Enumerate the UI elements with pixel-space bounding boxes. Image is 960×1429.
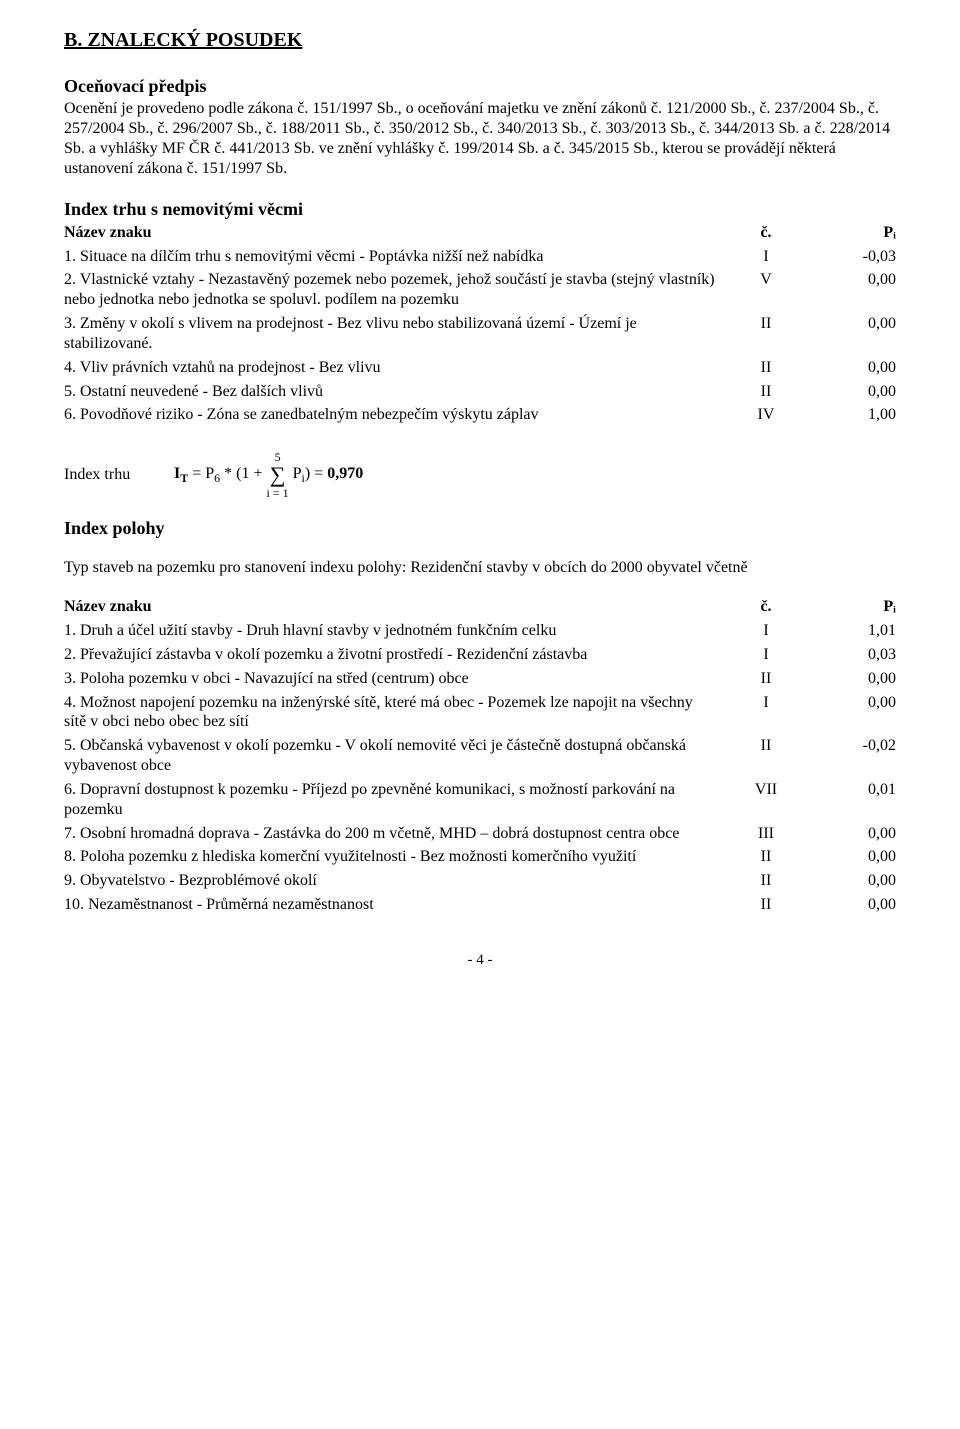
row-col-p: 0,00 bbox=[806, 669, 896, 689]
row-col-p: 0,00 bbox=[806, 314, 896, 334]
row-col-c: II bbox=[726, 358, 806, 378]
row-col-c: II bbox=[726, 314, 806, 334]
table-row: 1. Situace na dílčím trhu s nemovitými v… bbox=[64, 247, 896, 267]
row-col-c: II bbox=[726, 847, 806, 867]
section-heading: B. ZNALECKÝ POSUDEK bbox=[64, 28, 896, 53]
table-row: 6. Povodňové riziko - Zóna se zanedbatel… bbox=[64, 405, 896, 425]
row-text: 5. Ostatní neuvedené - Bez dalších vlivů bbox=[64, 382, 726, 402]
row-text: 4. Vliv právních vztahů na prodejnost - … bbox=[64, 358, 726, 378]
row-col-c: I bbox=[726, 621, 806, 641]
table-row: 4. Možnost napojení pozemku na inženýrsk… bbox=[64, 693, 896, 733]
row-text: 7. Osobní hromadná doprava - Zastávka do… bbox=[64, 824, 726, 844]
table-row: 10. Nezaměstnanost - Průměrná nezaměstna… bbox=[64, 895, 896, 915]
table-row: 7. Osobní hromadná doprava - Zastávka do… bbox=[64, 824, 896, 844]
row-col-c: III bbox=[726, 824, 806, 844]
row-col-p: 0,00 bbox=[806, 847, 896, 867]
row-col-c: VII bbox=[726, 780, 806, 800]
index-polohy-intro: Typ staveb na pozemku pro stanovení inde… bbox=[64, 558, 896, 578]
row-col-c: II bbox=[726, 736, 806, 756]
index-polohy-title: Index polohy bbox=[64, 517, 896, 539]
table-row: 3. Poloha pozemku v obci - Navazující na… bbox=[64, 669, 896, 689]
row-text: 3. Změny v okolí s vlivem na prodejnost … bbox=[64, 314, 726, 354]
table-row: 2. Převažující zástavba v okolí pozemku … bbox=[64, 645, 896, 665]
sum-bot: i = 1 bbox=[267, 487, 289, 499]
formula-block: Index trhu IT = P6 * (1 + 5 ∑ i = 1 Pi) … bbox=[64, 451, 896, 499]
row-text: 10. Nezaměstnanost - Průměrná nezaměstna… bbox=[64, 895, 726, 915]
row-col-p: 1,01 bbox=[806, 621, 896, 641]
row-col-p: -0,02 bbox=[806, 736, 896, 756]
row-text: 6. Povodňové riziko - Zóna se zanedbatel… bbox=[64, 405, 726, 425]
row-col-p: 0,00 bbox=[806, 871, 896, 891]
pricing-text: Ocenění je provedeno podle zákona č. 151… bbox=[64, 99, 896, 178]
row-text: 1. Situace na dílčím trhu s nemovitými v… bbox=[64, 247, 726, 267]
row-text: 2. Převažující zástavba v okolí pozemku … bbox=[64, 645, 726, 665]
table-row: 4. Vliv právních vztahů na prodejnost - … bbox=[64, 358, 896, 378]
row-text: 4. Možnost napojení pozemku na inženýrsk… bbox=[64, 693, 726, 733]
header-col-p: Pᵢ bbox=[806, 597, 896, 617]
table-row: 5. Ostatní neuvedené - Bez dalších vlivů… bbox=[64, 382, 896, 402]
row-text: 1. Druh a účel užití stavby - Druh hlavn… bbox=[64, 621, 726, 641]
index-trhu-rows: 1. Situace na dílčím trhu s nemovitými v… bbox=[64, 247, 896, 426]
page-footer: - 4 - bbox=[64, 951, 896, 970]
formula-result: 0,970 bbox=[327, 465, 363, 482]
row-col-c: II bbox=[726, 382, 806, 402]
row-text: 2. Vlastnické vztahy - Nezastavěný pozem… bbox=[64, 270, 726, 310]
table-row: 3. Změny v okolí s vlivem na prodejnost … bbox=[64, 314, 896, 354]
row-col-p: 0,03 bbox=[806, 645, 896, 665]
row-col-p: 0,00 bbox=[806, 382, 896, 402]
row-col-p: -0,03 bbox=[806, 247, 896, 267]
row-col-c: I bbox=[726, 247, 806, 267]
table-row: 5. Občanská vybavenost v okolí pozemku -… bbox=[64, 736, 896, 776]
formula-body: IT = P6 * (1 + 5 ∑ i = 1 Pi) = 0,970 bbox=[174, 451, 363, 499]
header-col-p: Pᵢ bbox=[806, 223, 896, 243]
index-polohy-header: Název znaku č. Pᵢ bbox=[64, 597, 896, 617]
index-trhu-header: Název znaku č. Pᵢ bbox=[64, 223, 896, 243]
row-col-c: V bbox=[726, 270, 806, 290]
row-col-c: I bbox=[726, 693, 806, 713]
pricing-title: Oceňovací předpis bbox=[64, 75, 896, 97]
sum-symbol: 5 ∑ i = 1 bbox=[267, 451, 289, 499]
row-text: 3. Poloha pozemku v obci - Navazující na… bbox=[64, 669, 726, 689]
table-row: 2. Vlastnické vztahy - Nezastavěný pozem… bbox=[64, 270, 896, 310]
row-col-c: II bbox=[726, 669, 806, 689]
header-name: Název znaku bbox=[64, 597, 726, 617]
formula-label: Index trhu bbox=[64, 465, 174, 485]
row-col-c: IV bbox=[726, 405, 806, 425]
row-col-p: 0,00 bbox=[806, 895, 896, 915]
row-col-p: 0,00 bbox=[806, 270, 896, 290]
row-col-c: II bbox=[726, 895, 806, 915]
row-col-c: I bbox=[726, 645, 806, 665]
sigma-icon: ∑ bbox=[270, 464, 286, 486]
row-col-p: 0,01 bbox=[806, 780, 896, 800]
header-name: Název znaku bbox=[64, 223, 726, 243]
row-col-p: 0,00 bbox=[806, 358, 896, 378]
row-text: 6. Dopravní dostupnost k pozemku - Příje… bbox=[64, 780, 726, 820]
table-row: 1. Druh a účel užití stavby - Druh hlavn… bbox=[64, 621, 896, 641]
row-col-p: 1,00 bbox=[806, 405, 896, 425]
row-col-c: II bbox=[726, 871, 806, 891]
row-text: 9. Obyvatelstvo - Bezproblémové okolí bbox=[64, 871, 726, 891]
row-text: 8. Poloha pozemku z hlediska komerční vy… bbox=[64, 847, 726, 867]
header-col-c: č. bbox=[726, 597, 806, 617]
table-row: 8. Poloha pozemku z hlediska komerční vy… bbox=[64, 847, 896, 867]
index-polohy-rows: 1. Druh a účel užití stavby - Druh hlavn… bbox=[64, 621, 896, 915]
row-text: 5. Občanská vybavenost v okolí pozemku -… bbox=[64, 736, 726, 776]
row-col-p: 0,00 bbox=[806, 693, 896, 713]
row-col-p: 0,00 bbox=[806, 824, 896, 844]
index-trhu-title: Index trhu s nemovitými věcmi bbox=[64, 198, 896, 220]
header-col-c: č. bbox=[726, 223, 806, 243]
table-row: 9. Obyvatelstvo - Bezproblémové okolíII0… bbox=[64, 871, 896, 891]
table-row: 6. Dopravní dostupnost k pozemku - Příje… bbox=[64, 780, 896, 820]
